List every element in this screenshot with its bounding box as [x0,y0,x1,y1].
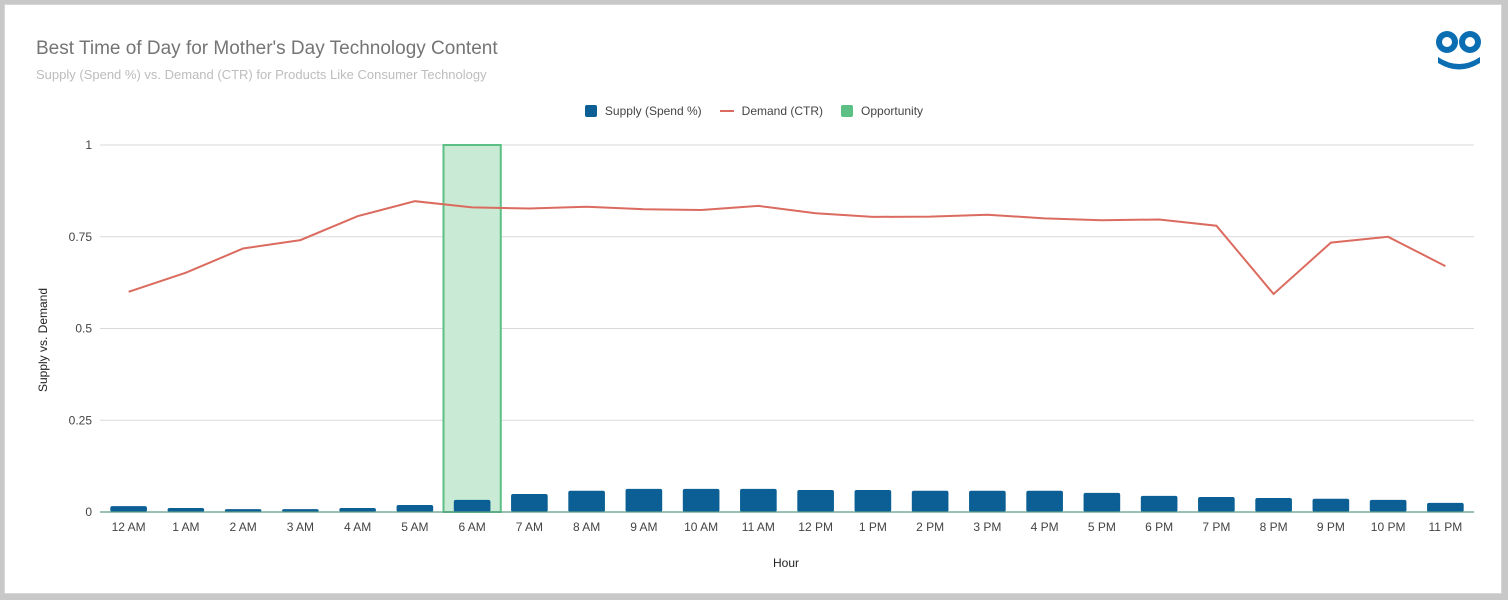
x-tick-label: 1 PM [859,520,887,534]
supply-bar [1312,498,1350,512]
supply-bar [969,490,1006,512]
x-tick-label: 7 PM [1202,520,1230,534]
opportunity-bar [442,144,502,513]
x-tick-label: 8 PM [1260,520,1288,534]
chart-plot: 0 0.25 0.5 0.75 1 12 AM 1 AM 2 AM 3 AM 4 AM 5 AM 6 … [69,138,1474,534]
supply-bar [568,490,605,512]
chart-subtitle: Supply (Spend %) vs. Demand (CTR) for Pr… [36,67,487,82]
supply-bar [282,509,319,512]
y-tick-label: 1 [85,138,92,152]
supply-bar [1083,492,1121,512]
chart-card: Best Time of Day for Mother's Day Techno… [4,4,1502,594]
supply-bar [224,509,262,512]
supply-bar [911,490,949,512]
x-tick-label: 4 PM [1031,520,1059,534]
x-tick-label: 6 AM [458,520,485,534]
x-tick-label: 5 PM [1088,520,1116,534]
chart-legend: Supply (Spend %) Demand (CTR) Opportunit… [5,104,1503,118]
supply-bar [682,488,720,512]
x-tick-label: 10 PM [1371,520,1406,534]
supply-bar [1369,499,1407,512]
chart-title: Best Time of Day for Mother's Day Techno… [36,38,498,59]
x-tick-label: 7 AM [516,520,543,534]
supply-bar [167,507,205,512]
supply-bar [1140,495,1178,512]
supply-bar [625,488,663,512]
y-tick-label: 0.25 [69,413,93,427]
supply-bar [797,489,834,512]
x-tick-label: 12 AM [112,520,146,534]
x-tick-label: 1 AM [172,520,199,534]
supply-bar [511,494,548,512]
y-tick-label: 0.75 [69,230,93,244]
legend-label-opportunity: Opportunity [861,104,924,118]
supply-bar [1427,502,1464,512]
x-tick-label: 11 AM [742,520,775,534]
legend-swatch-demand [719,110,734,112]
supply-bar [1026,490,1063,512]
y-tick-label: 0 [85,505,92,519]
x-tick-label: 2 PM [916,520,944,534]
legend-label-demand: Demand (CTR) [741,104,824,118]
legend-item-supply[interactable]: Supply (Spend %) [584,104,702,118]
supply-bar [1255,498,1292,512]
x-tick-label: 8 AM [573,520,600,534]
legend-swatch-supply [584,105,597,117]
x-tick-label: 9 AM [630,520,657,534]
x-tick-label: 3 PM [973,520,1001,534]
supply-bar [110,506,147,512]
x-tick-label: 11 PM [1428,520,1462,534]
x-tick-label: 12 PM [798,520,833,534]
x-tick-label: 9 PM [1317,520,1345,534]
supply-bar [339,507,376,512]
x-tick-label: 5 AM [401,520,428,534]
x-axis-label: Hour [772,556,800,570]
supply-bar [854,489,892,512]
legend-item-demand[interactable]: Demand (CTR) [719,104,824,118]
brand-logo-icon [1436,31,1481,70]
legend-item-opportunity[interactable]: Opportunity [841,104,923,118]
supply-bar [740,488,777,512]
x-tick-label: 10 AM [684,520,718,534]
x-tick-label: 6 PM [1145,520,1173,534]
supply-bar [453,499,491,512]
demand-line [128,200,1446,296]
y-tick-label: 0.5 [75,322,92,336]
legend-swatch-opportunity [841,105,854,117]
supply-bar [1198,496,1235,512]
x-tick-label: 4 AM [344,520,371,534]
supply-bar [396,505,434,512]
legend-label-supply: Supply (Spend %) [604,104,702,118]
x-tick-label: 3 AM [287,520,314,534]
x-tick-label: 2 AM [229,520,256,534]
